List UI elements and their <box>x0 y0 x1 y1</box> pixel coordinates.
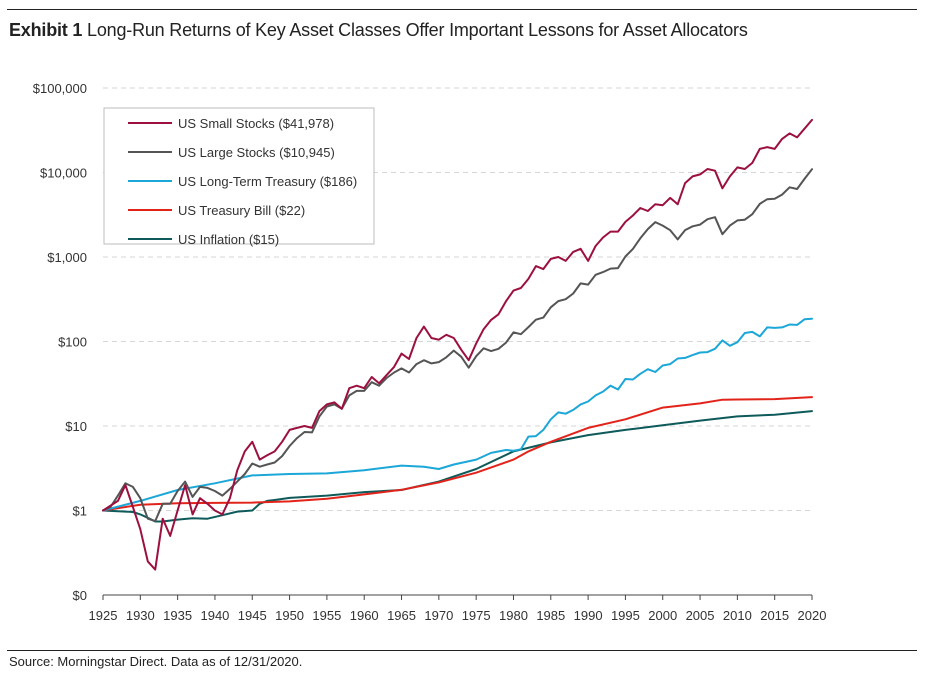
x-tick-label: 1980 <box>499 608 528 623</box>
x-tick-label: 1930 <box>126 608 155 623</box>
legend-label: US Treasury Bill ($22) <box>178 203 305 218</box>
series-line-3 <box>102 396 813 512</box>
legend-label: US Inflation ($15) <box>178 232 279 247</box>
y-tick-label: $10,000 <box>40 166 87 181</box>
x-tick-label: 2010 <box>723 608 752 623</box>
x-tick-label: 1985 <box>536 608 565 623</box>
y-axis-labels: $0 $1 $10 $100 $1,000 $10,000 $100,000 <box>33 81 87 603</box>
x-tick-label: 1935 <box>163 608 192 623</box>
legend-label: US Large Stocks ($10,945) <box>178 145 335 160</box>
x-tick-label: 1970 <box>424 608 453 623</box>
x-tick-label: 2000 <box>648 608 677 623</box>
top-rule <box>7 9 917 10</box>
series-lines <box>102 118 813 571</box>
y-tick-label: $1,000 <box>47 250 87 265</box>
x-tick-label: 1950 <box>275 608 304 623</box>
y-tick-label: $100 <box>58 335 87 350</box>
legend: US Small Stocks ($41,978) US Large Stocks… <box>103 107 375 247</box>
series-line-0 <box>102 118 813 571</box>
x-tick-label: 1975 <box>462 608 491 623</box>
x-tick-label: 1995 <box>611 608 640 623</box>
title-text: Long-Run Returns of Key Asset Classes Of… <box>87 20 748 40</box>
x-tick-label: 1960 <box>350 608 379 623</box>
x-tick-label: 2020 <box>798 608 827 623</box>
source-note: Source: Morningstar Direct. Data as of 1… <box>9 654 303 669</box>
chart-title: Exhibit 1 Long-Run Returns of Key Asset … <box>9 20 748 41</box>
legend-box <box>103 107 375 245</box>
legend-label: US Long-Term Treasury ($186) <box>178 174 357 189</box>
x-tick-label: 1945 <box>238 608 267 623</box>
y-tick-label: $0 <box>73 588 87 603</box>
y-tick-label: $10 <box>65 419 87 434</box>
x-tick-label: 2005 <box>686 608 715 623</box>
x-tick-label: 1990 <box>574 608 603 623</box>
y-tick-label: $100,000 <box>33 81 87 96</box>
y-tick-label: $1 <box>73 504 87 519</box>
x-tick-label: 1925 <box>89 608 118 623</box>
exhibit-label: Exhibit 1 <box>9 20 83 40</box>
legend-label: US Small Stocks ($41,978) <box>178 116 334 131</box>
bottom-rule <box>7 650 917 651</box>
x-tick-label: 1940 <box>200 608 229 623</box>
series-line-2 <box>102 317 813 512</box>
x-tick-label: 1955 <box>312 608 341 623</box>
x-tick-label: 1965 <box>387 608 416 623</box>
x-axis: 1925 1930 1935 1940 1945 1950 1955 1960 1965 1970… <box>89 594 827 623</box>
series-line-1 <box>102 168 813 523</box>
x-tick-label: 2015 <box>760 608 789 623</box>
